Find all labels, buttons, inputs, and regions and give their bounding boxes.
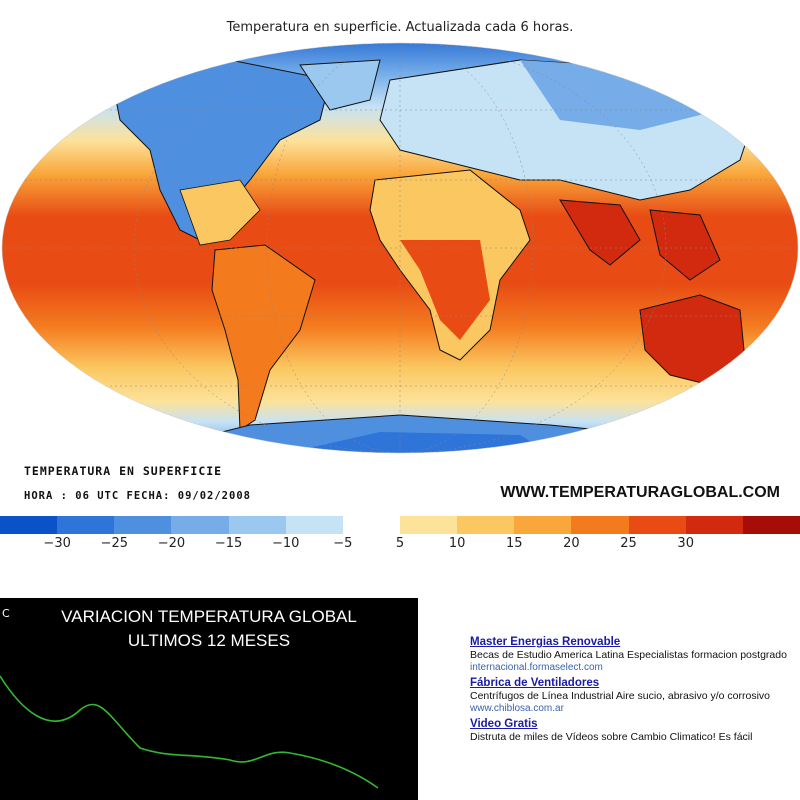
legend-tick-label: −20 <box>157 536 186 551</box>
legend-tick-label: −10 <box>271 536 300 551</box>
legend-tick-label: −25 <box>100 536 128 551</box>
legend-swatch <box>457 516 515 534</box>
legend-tick-label: −15 <box>214 536 243 551</box>
ad-title-link[interactable]: Master Energias Renovable <box>470 636 621 648</box>
legend-swatch <box>0 516 58 534</box>
legend-swatch <box>228 516 286 534</box>
ad-description: Distruta de miles de Vídeos sobre Cambio… <box>470 731 753 743</box>
legend-tick-label: 5 <box>395 536 405 551</box>
ad-description: Centrífugos de Línea Industrial Aire suc… <box>470 690 770 702</box>
ad-title-link[interactable]: Fábrica de Ventiladores <box>470 677 600 689</box>
legend-swatch <box>685 516 743 534</box>
ad-item: Video Gratis Distruta de miles de Vídeos … <box>470 718 795 744</box>
world-temperature-map <box>1 42 799 454</box>
legend-swatch <box>171 516 229 534</box>
color-legend-labels: −30 −25 −20 −15 −10 −5 5 10 15 20 25 30 <box>0 536 800 554</box>
map-caption: Temperatura en superficie. Actualizada c… <box>226 20 574 35</box>
legend-swatch <box>514 516 572 534</box>
legend-tick-label: 10 <box>448 536 466 551</box>
ad-item: Fábrica de Ventiladores Centrífugos de Lí… <box>470 677 795 714</box>
legend-swatch <box>342 516 400 534</box>
legend-tick-label: 25 <box>620 536 637 551</box>
legend-tick-label: −30 <box>43 536 71 551</box>
ad-description: Becas de Estudio America Latina Especial… <box>470 649 787 661</box>
legend-swatch <box>571 516 629 534</box>
legend-tick-label: 20 <box>563 536 580 551</box>
legend-tick-label: 15 <box>506 536 523 551</box>
legend-tick-label: 30 <box>677 536 694 551</box>
legend-swatch <box>285 516 343 534</box>
temperature-variation-chart: C VARIACION TEMPERATURA GLOBAL ULTIMOS 1… <box>0 598 418 800</box>
legend-swatch <box>114 516 172 534</box>
legend-tick-label: −5 <box>333 536 353 551</box>
website-label: WWW.TEMPERATURAGLOBAL.COM <box>500 484 780 501</box>
ad-item: Master Energias Renovable Becas de Estudi… <box>470 636 795 673</box>
legend-swatch <box>628 516 686 534</box>
ad-url[interactable]: www.chiblosa.com.ar <box>470 703 564 714</box>
legend-swatch <box>399 516 458 534</box>
map-info-time: HORA : 06 UTC FECHA: 09/02/2008 <box>24 490 251 502</box>
map-info-title: TEMPERATURA EN SUPERFICIE <box>24 464 223 478</box>
color-legend-bar <box>0 516 800 534</box>
legend-swatch <box>742 516 800 534</box>
chart-title-line1: VARIACION TEMPERATURA GLOBAL <box>61 607 357 626</box>
chart-unit: C <box>2 607 10 620</box>
legend-swatch <box>57 516 115 534</box>
chart-plot <box>0 675 379 789</box>
ad-url[interactable]: internacional.formaselect.com <box>470 662 603 673</box>
chart-title-line2: ULTIMOS 12 MESES <box>127 631 291 650</box>
ad-title-link[interactable]: Video Gratis <box>470 718 538 730</box>
ad-list: Master Energias Renovable Becas de Estudi… <box>470 636 795 748</box>
chart-series-line <box>0 675 379 789</box>
